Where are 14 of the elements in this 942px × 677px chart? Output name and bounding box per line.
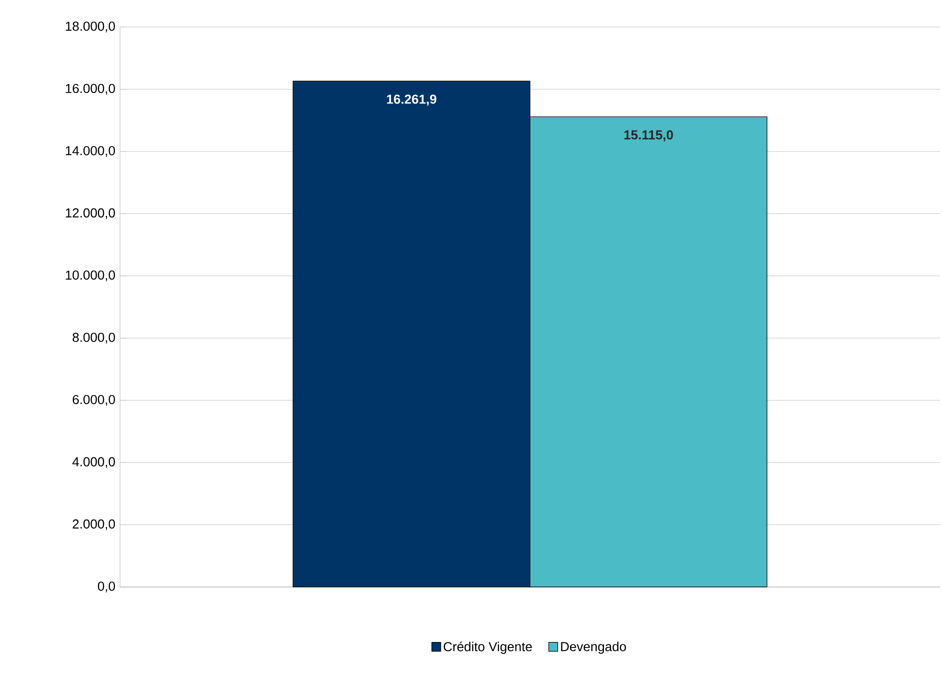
y-tick-label: 18.000,0: [66, 22, 115, 32]
y-tick-label: 4.000,0: [72, 457, 115, 468]
y-tick-label: 14.000,0: [66, 146, 115, 157]
y-tick-label: 6.000,0: [72, 394, 115, 406]
y-tick-label: 10.000,0: [66, 270, 115, 282]
data-label: 15.115,0: [624, 130, 673, 142]
y-tick-label: 0,0: [98, 582, 115, 592]
legend-label: Devengado: [561, 642, 626, 654]
data-label: 16.261,9: [387, 94, 436, 106]
y-tick-label: 12.000,0: [66, 208, 115, 220]
legend-label: Crédito Vigente: [444, 642, 532, 654]
y-tick-label: 8.000,0: [72, 332, 115, 344]
y-tick-label: 2.000,0: [72, 519, 115, 530]
y-tick-label: 16.000,0: [66, 84, 115, 95]
